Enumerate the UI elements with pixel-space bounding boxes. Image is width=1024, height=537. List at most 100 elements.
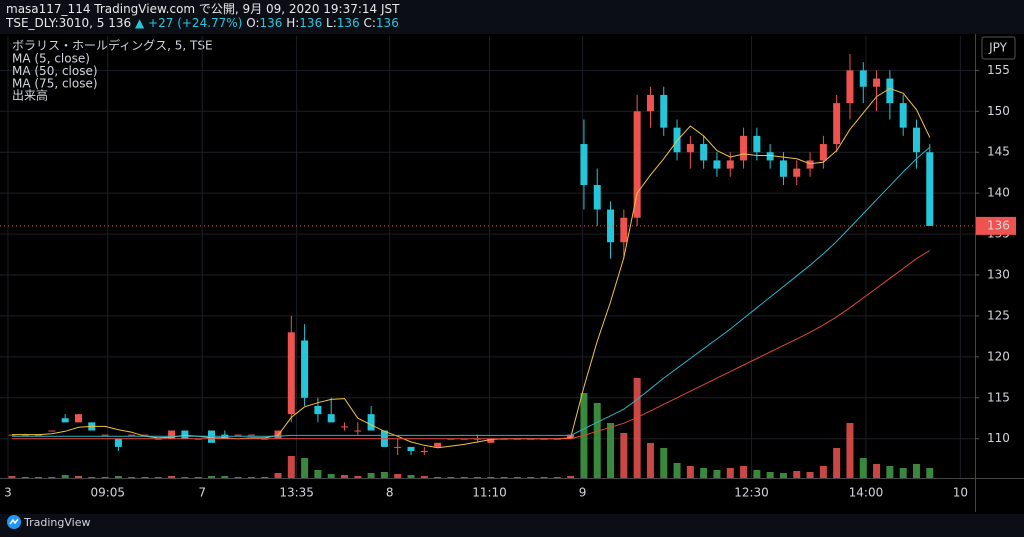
- chart-title: ボラリス・ホールディングス, 5, TSE: [12, 38, 213, 53]
- last: 136: [108, 16, 132, 30]
- volume-bar: [899, 468, 907, 478]
- volume-bar: [886, 466, 894, 478]
- candle-body: [620, 217, 628, 243]
- y-tick-label: 140: [987, 186, 1010, 200]
- volume-bar: [793, 471, 801, 478]
- legend-entry: MA (75, close): [12, 77, 98, 91]
- x-tick-label: 8: [386, 486, 394, 500]
- change: ▲ +27 (+24.77%): [135, 16, 243, 30]
- volume-bar: [740, 466, 748, 478]
- candle-body: [434, 442, 442, 447]
- volume-bar: [859, 458, 867, 478]
- candle-body: [168, 430, 176, 439]
- volume-bar: [660, 448, 668, 478]
- volume-bar: [447, 477, 455, 478]
- volume-bar: [301, 458, 309, 478]
- volume-bar: [620, 433, 628, 478]
- x-tick-label: 12:30: [734, 486, 769, 500]
- volume-bar: [593, 403, 601, 478]
- candle-body: [833, 103, 841, 145]
- volume-bar: [354, 476, 362, 478]
- volume-bar: [846, 423, 854, 478]
- candle-body: [660, 94, 668, 128]
- candle-body: [8, 434, 16, 436]
- x-tick-label: 11:10: [472, 486, 507, 500]
- y-tick-label: 130: [987, 268, 1010, 282]
- candle-body: [926, 152, 934, 226]
- last-price-label: 136: [987, 218, 1010, 232]
- candle-body: [247, 434, 255, 436]
- volume-bar: [540, 477, 548, 478]
- volume-bar: [460, 477, 468, 478]
- volume-bar: [8, 476, 16, 478]
- volume-bar: [873, 464, 881, 478]
- candle-body: [194, 438, 202, 440]
- candle-body: [394, 446, 402, 448]
- candle-body: [886, 78, 894, 104]
- candle-body: [593, 184, 601, 210]
- volume-bar: [527, 477, 535, 478]
- candle-body: [713, 160, 721, 169]
- x-tick-label: 9: [579, 486, 587, 500]
- volume-bar: [21, 477, 29, 478]
- ohlc-o: O:: [246, 16, 260, 30]
- candle-body: [74, 414, 82, 423]
- quote-line: TSE_DLY:3010, 5 136 ▲ +27 (+24.77%) O: 13…: [6, 16, 399, 30]
- volume-bar: [168, 476, 176, 478]
- candle-body: [793, 168, 801, 177]
- candle-body: [540, 438, 548, 440]
- candle-body: [474, 438, 482, 440]
- candle-body: [633, 111, 641, 218]
- brand-logo: [7, 515, 21, 529]
- candle-body: [101, 434, 109, 436]
- volume-bar: [327, 474, 335, 478]
- candle-body: [314, 405, 322, 415]
- candle-body: [261, 438, 269, 440]
- volume-bar: [513, 477, 521, 478]
- volume-bar: [61, 475, 69, 478]
- candle-body: [48, 430, 56, 432]
- candle-body: [354, 430, 362, 432]
- symbol: TSE_DLY:3010, 5: [6, 16, 105, 30]
- volume-bar: [114, 476, 122, 478]
- y-tick-label: 155: [987, 63, 1010, 77]
- volume-bar: [434, 477, 442, 478]
- candle-body: [287, 332, 295, 415]
- y-tick-label: 110: [987, 431, 1010, 445]
- candle-body: [500, 438, 508, 440]
- candle-body: [873, 78, 881, 87]
- legend-entry: MA (50, close): [12, 64, 98, 78]
- ma-line: [12, 87, 931, 449]
- y-tick-label: 120: [987, 349, 1010, 363]
- volume-bar: [141, 477, 149, 478]
- candle-body: [846, 70, 854, 104]
- volume-bar: [474, 477, 482, 478]
- candle-body: [420, 450, 428, 452]
- currency-box[interactable]: [981, 36, 1016, 60]
- candle-body: [753, 135, 761, 153]
- volume-bar: [500, 477, 508, 478]
- volume-bar: [341, 475, 349, 478]
- volume-bar: [194, 477, 202, 478]
- volume-bar: [487, 477, 495, 478]
- volume-bar: [274, 473, 282, 478]
- volume-bar: [779, 473, 787, 478]
- candle-body: [686, 144, 694, 153]
- candle-body: [154, 438, 162, 440]
- candle-body: [447, 438, 455, 440]
- candle-body: [35, 434, 43, 436]
- volume-bar: [753, 470, 761, 478]
- candle-body: [407, 446, 415, 451]
- ohlc-h-val: 136: [299, 16, 323, 30]
- ohlc-l: L:: [326, 16, 337, 30]
- volume-bar: [287, 456, 295, 478]
- volume-bar: [394, 474, 402, 478]
- ma-line: [12, 146, 931, 437]
- volume-bar: [926, 468, 934, 478]
- volume-bar: [726, 468, 734, 478]
- candle-body: [128, 434, 136, 436]
- x-tick-label: 13:35: [279, 486, 314, 500]
- volume-bar: [48, 477, 56, 478]
- volume-bar: [713, 470, 721, 478]
